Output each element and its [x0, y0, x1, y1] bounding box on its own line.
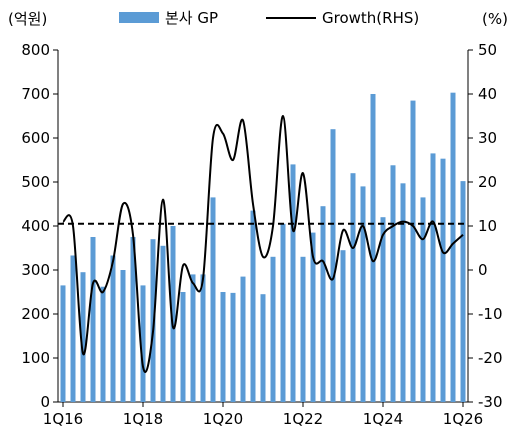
- bar: [410, 100, 416, 402]
- bar: [350, 173, 356, 402]
- bar: [390, 165, 396, 402]
- bar: [220, 292, 226, 402]
- bar: [370, 94, 376, 402]
- bar: [280, 223, 286, 402]
- bar: [360, 186, 366, 402]
- left-axis-tick-label: 700: [21, 85, 50, 103]
- bar: [460, 181, 466, 402]
- x-axis-tick-label: 1Q16: [43, 410, 83, 428]
- left-axis-tick-label: 0: [40, 393, 50, 411]
- left-axis-tick-label: 600: [21, 129, 50, 147]
- bar: [180, 292, 186, 402]
- bar: [120, 270, 126, 402]
- bar: [330, 129, 336, 402]
- bar: [60, 285, 66, 402]
- legend: 본사 GP Growth(RHS): [119, 9, 419, 27]
- bar: [160, 245, 166, 402]
- right-axis-tick-label: 0: [478, 261, 488, 279]
- bar: [290, 164, 296, 402]
- right-axis-tick-label: 20: [478, 173, 497, 191]
- right-axis-tick-label: 30: [478, 129, 497, 147]
- bar: [450, 92, 456, 403]
- bar: [110, 255, 116, 402]
- bar: [310, 232, 316, 402]
- growth-line: [62, 114, 464, 374]
- bar: [100, 286, 106, 402]
- bar: [200, 274, 206, 402]
- x-axis-tick-label: 1Q20: [203, 410, 243, 428]
- bar: [270, 256, 276, 402]
- bar: [260, 294, 266, 402]
- left-axis-tick-label: 400: [21, 217, 50, 235]
- bar: [130, 237, 136, 402]
- x-axis-tick-label: 1Q24: [363, 410, 403, 428]
- right-axis-unit: (%): [482, 10, 508, 28]
- bar: [300, 256, 306, 402]
- legend-swatch-bar: [119, 12, 159, 23]
- bar: [70, 255, 76, 402]
- bar: [210, 197, 216, 402]
- legend-label-line: Growth(RHS): [322, 9, 419, 27]
- bar: [430, 153, 436, 402]
- bar: [240, 276, 246, 402]
- left-axis-tick-label: 200: [21, 305, 50, 323]
- right-axis-tick-label: -20: [478, 349, 503, 367]
- bar: [250, 210, 256, 402]
- right-axis-tick-label: 10: [478, 217, 497, 235]
- bar: [80, 272, 86, 402]
- bar: [320, 206, 326, 402]
- legend-label-bar: 본사 GP: [165, 9, 218, 27]
- x-axis-tick-label: 1Q22: [283, 410, 323, 428]
- left-axis-unit: (억원): [8, 10, 47, 28]
- bar-series: [60, 92, 466, 403]
- bar: [90, 237, 96, 402]
- bar: [420, 197, 426, 402]
- right-axis-tick-label: 50: [478, 41, 497, 59]
- right-axis-tick-label: -30: [478, 393, 503, 411]
- bar: [380, 217, 386, 402]
- left-axis-tick-label: 800: [21, 41, 50, 59]
- left-axis-tick-label: 100: [21, 349, 50, 367]
- bar: [440, 158, 446, 402]
- tick-labels: 0 100 200 300 400 500 600 700 800 -30 -20 -10 0 10 20 3…: [21, 41, 502, 428]
- bar: [140, 285, 146, 402]
- x-axis-tick-label: 1Q26: [443, 410, 483, 428]
- x-axis-tick-label: 1Q18: [123, 410, 163, 428]
- right-axis-tick-label: 40: [478, 85, 497, 103]
- bar: [230, 292, 236, 402]
- left-axis-tick-label: 500: [21, 173, 50, 191]
- left-axis-tick-label: 300: [21, 261, 50, 279]
- line-series: [62, 114, 464, 374]
- bar: [340, 250, 346, 402]
- bar: [170, 226, 176, 402]
- bar: [190, 274, 196, 402]
- bar: [400, 183, 406, 402]
- right-axis-tick-label: -10: [478, 305, 503, 323]
